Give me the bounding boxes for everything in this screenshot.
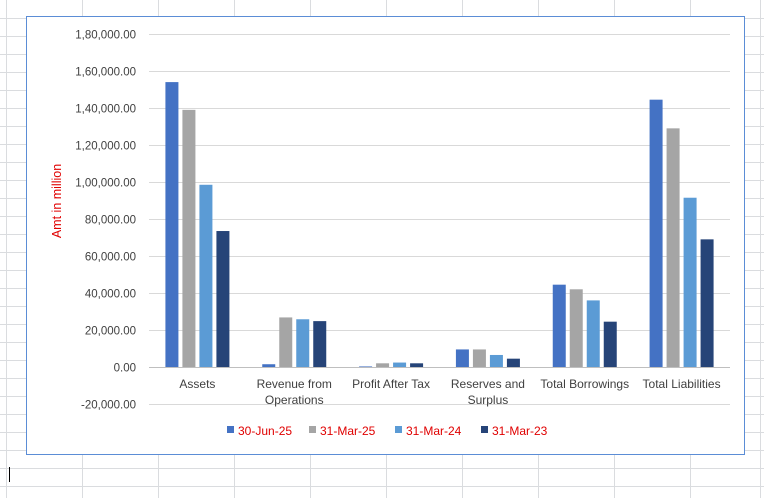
y-axis-title: Amt in million: [50, 164, 64, 238]
y-tick-label: 1,40,000.00: [75, 104, 136, 116]
bar: [393, 362, 407, 367]
bar: [359, 366, 373, 368]
bar: [586, 300, 600, 367]
bar: [552, 284, 566, 367]
y-tick-label: 20,000.00: [85, 326, 136, 338]
bar: [455, 349, 469, 367]
bar: [489, 354, 503, 367]
bar: [700, 239, 714, 367]
bar: [410, 363, 424, 367]
text-cursor: [9, 467, 10, 482]
bar: [603, 321, 617, 367]
bar: [165, 82, 179, 367]
y-tick-label: 40,000.00: [85, 289, 136, 301]
x-tick-label: Operations: [265, 393, 324, 407]
y-tick-label: 1,20,000.00: [75, 141, 136, 153]
x-tick-label: Profit After Tax: [352, 377, 430, 391]
legend-swatch: [227, 426, 234, 433]
y-tick-label: 1,80,000.00: [75, 30, 136, 42]
y-tick-label: 60,000.00: [85, 252, 136, 264]
x-tick-label: Revenue from: [257, 377, 332, 391]
bar: [216, 231, 230, 367]
y-tick-label: 0.00: [114, 363, 136, 375]
bar: [199, 184, 213, 367]
bar: [279, 317, 293, 367]
legend-swatch: [309, 426, 316, 433]
legend-label: 31-Mar-25: [320, 424, 376, 438]
y-tick-label: 1,00,000.00: [75, 178, 136, 190]
y-tick-label: -20,000.00: [81, 400, 136, 412]
x-tick-label: Total Borrowings: [540, 377, 629, 391]
bar: [296, 319, 310, 367]
bar: [649, 99, 663, 368]
bar: [182, 109, 196, 367]
bar: [376, 363, 390, 367]
bar-chart: -20,000.00 0.00 20,000.00 40,000.00 60,000.0…: [50, 30, 730, 438]
legend-label: 31-Mar-24: [406, 424, 462, 438]
bar: [506, 358, 520, 367]
x-tick-label: Assets: [179, 377, 215, 391]
bar: [472, 349, 486, 367]
legend-swatch: [481, 426, 488, 433]
bar: [683, 197, 697, 367]
y-tick-label: 80,000.00: [85, 215, 136, 227]
legend-swatch: [395, 426, 402, 433]
x-tick-label: Surplus: [468, 393, 509, 407]
x-tick-label: Reserves and: [451, 377, 525, 391]
legend-label: 30-Jun-25: [238, 424, 292, 438]
bar: [569, 289, 583, 367]
y-tick-label: 1,60,000.00: [75, 67, 136, 79]
bar: [313, 321, 327, 367]
x-tick-label: Total Liabilities: [643, 377, 721, 391]
bar: [666, 128, 680, 367]
bar: [262, 364, 276, 367]
chart-container[interactable]: -20,000.00 0.00 20,000.00 40,000.00 60,000.0…: [26, 16, 745, 455]
legend-label: 31-Mar-23: [492, 424, 548, 438]
